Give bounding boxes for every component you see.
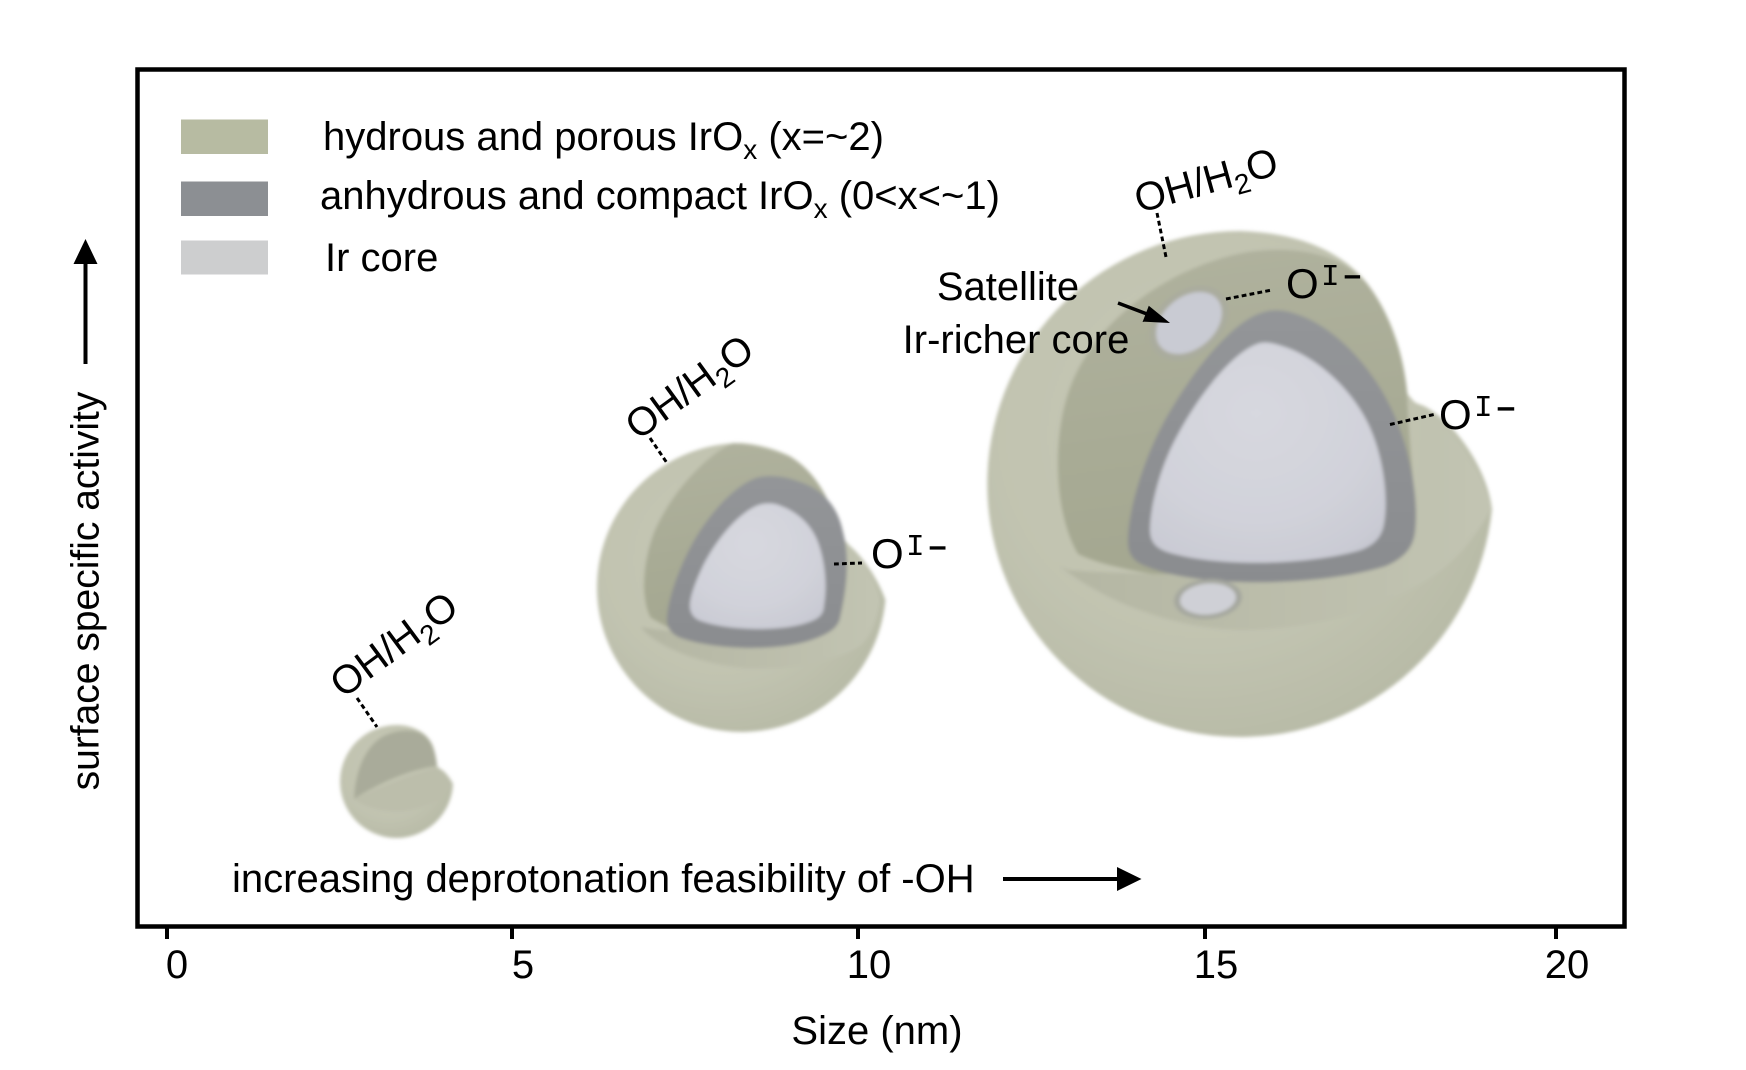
svg-text:Ir core: Ir core (325, 236, 438, 280)
svg-text:10: 10 (847, 943, 892, 987)
svg-text:Size (nm): Size (nm) (791, 1009, 962, 1053)
svg-text:5: 5 (512, 943, 534, 987)
svg-text:anhydrous and compact IrOx (0<: anhydrous and compact IrOx (0<x<~1) (320, 174, 1000, 224)
svg-text:Satellite: Satellite (937, 265, 1079, 309)
svg-text:OH/H2O: OH/H2O (1130, 140, 1285, 227)
svg-text:0: 0 (166, 943, 188, 987)
svg-text:O: O (871, 530, 904, 577)
svg-text:hydrous and porous IrOx (x=~2): hydrous and porous IrOx (x=~2) (323, 115, 884, 165)
svg-text:20: 20 (1545, 943, 1590, 987)
svg-text:surface specific activity: surface specific activity (65, 391, 108, 790)
svg-text:I: I (906, 530, 925, 565)
svg-text:I: I (1321, 260, 1340, 295)
svg-text:OH/H2O: OH/H2O (322, 584, 470, 711)
svg-text:OH/H2O: OH/H2O (617, 326, 765, 453)
svg-text:O: O (1286, 260, 1319, 307)
svg-text:15: 15 (1194, 943, 1239, 987)
svg-text:O: O (1439, 391, 1472, 438)
svg-text:increasing deprotonation feasi: increasing deprotonation feasibility of … (232, 857, 975, 901)
svg-text:Ir-richer core: Ir-richer core (903, 318, 1130, 362)
svg-text:I: I (1474, 391, 1493, 426)
